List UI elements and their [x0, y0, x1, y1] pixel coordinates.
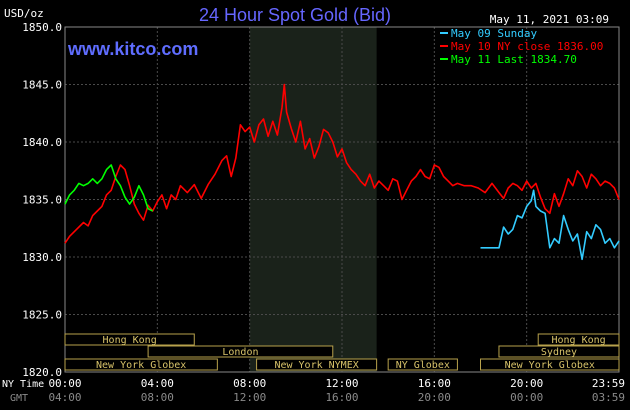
legend-label-0: May 09 Sunday	[451, 27, 537, 40]
x-tick-label-gmt: 00:00	[510, 391, 543, 404]
x-tick-label-ny: 08:00	[233, 377, 266, 390]
brand-watermark: www.kitco.com	[67, 39, 198, 59]
session-label-right-1: Sydney	[541, 347, 577, 358]
session-label-left-2: New York Globex	[96, 360, 186, 371]
x-axis-row-label-gmt: GMT	[10, 393, 28, 404]
legend-label-1: May 10 NY close 1836.00	[451, 40, 603, 53]
session-bar-right-0	[537, 333, 620, 346]
timestamp: May 11, 2021 03:09	[490, 13, 609, 26]
legend-label-2: May 11 Last 1834.70	[451, 53, 577, 66]
session-label-right-0: Hong Kong	[552, 335, 606, 346]
y-tick-label: 1820.0	[22, 366, 62, 379]
x-tick-label-gmt: 08:00	[141, 391, 174, 404]
session-bar-right-2	[480, 358, 620, 371]
y-tick-label: 1850.0	[22, 21, 62, 34]
session-bar-left-0	[64, 333, 195, 346]
session-bar-left-2	[64, 358, 218, 371]
x-tick-label-ny: 12:00	[325, 377, 358, 390]
x-tick-label-gmt: 03:59	[592, 391, 625, 404]
y-tick-label: 1840.0	[22, 136, 62, 149]
session-bar-left-4	[387, 358, 458, 371]
x-tick-label-ny: 23:59	[592, 377, 625, 390]
x-tick-label-ny: 16:00	[418, 377, 451, 390]
x-tick-label-ny: 00:00	[48, 377, 81, 390]
session-label-left-4: NY Globex	[396, 360, 450, 371]
x-tick-label-gmt: 04:00	[48, 391, 81, 404]
session-bar-left-3	[256, 358, 378, 371]
x-tick-label-ny: 20:00	[510, 377, 543, 390]
y-tick-label: 1845.0	[22, 79, 62, 92]
x-tick-label-gmt: 20:00	[418, 391, 451, 404]
y-tick-label: 1825.0	[22, 309, 62, 322]
x-axis-row-label-ny: NY Time	[2, 379, 44, 390]
chart-title: 24 Hour Spot Gold (Bid)	[199, 5, 391, 25]
session-label-left-3: New York NYMEX	[274, 360, 358, 371]
x-tick-label-gmt: 16:00	[325, 391, 358, 404]
series-line-2	[64, 164, 154, 212]
series-line-1	[480, 189, 620, 261]
session-bar-right-1	[498, 345, 620, 358]
y-tick-label: 1830.0	[22, 251, 62, 264]
y-tick-label: 1835.0	[22, 194, 62, 207]
x-tick-label-gmt: 12:00	[233, 391, 266, 404]
plot-area: Hong Kong London New York Globex New York N…	[64, 26, 620, 373]
session-label-left-0: Hong Kong	[103, 335, 157, 346]
x-tick-label-ny: 04:00	[141, 377, 174, 390]
series-line-0	[64, 83, 620, 244]
unit-label: USD/oz	[4, 7, 44, 20]
session-label-right-2: New York Globex	[505, 360, 595, 371]
session-label-left-1: London	[222, 347, 258, 358]
session-bar-left-1	[147, 345, 334, 358]
axes: 1850.0 1845.0 1840.0 1835.0 1830.0 1825.0 1820…	[2, 21, 625, 404]
